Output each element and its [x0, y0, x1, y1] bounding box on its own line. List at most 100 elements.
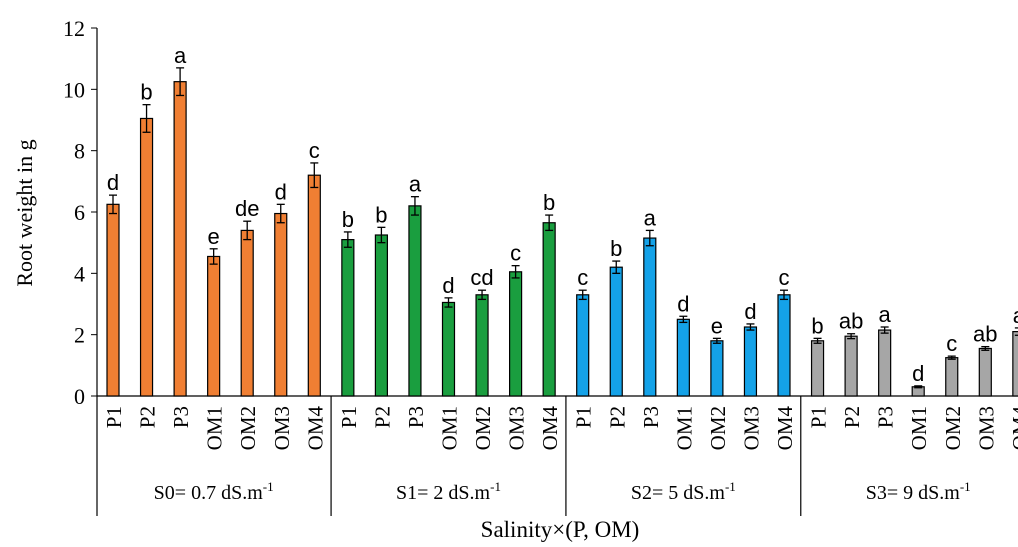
significance-letter: a: [879, 302, 892, 327]
x-tick-label: P2: [136, 406, 160, 428]
significance-letter: a: [644, 205, 657, 230]
significance-letter: c: [577, 265, 588, 290]
y-tick-label: 4: [74, 261, 85, 286]
x-tick-label: OM3: [505, 406, 529, 450]
bar: [810, 340, 825, 397]
x-tick-label: OM1: [438, 406, 462, 450]
x-tick-label: P1: [337, 406, 361, 428]
x-tick-label: OM4: [773, 406, 797, 451]
significance-letter: d: [677, 291, 689, 316]
bar: [945, 357, 959, 397]
x-tick-label: OM2: [471, 406, 495, 450]
bar: [710, 340, 724, 397]
significance-letter: d: [744, 299, 756, 324]
significance-letter: b: [140, 80, 152, 105]
bar: [173, 81, 187, 397]
significance-letter: ab: [839, 309, 863, 334]
significance-letter: a: [1013, 303, 1018, 328]
y-axis-title: Root weight in g: [12, 139, 37, 286]
x-tick-label: P3: [639, 406, 663, 428]
x-tick-label: OM3: [974, 406, 998, 450]
group-label: S0= 0.7 dS.m-1: [154, 479, 274, 504]
x-tick-label: P3: [169, 406, 193, 428]
significance-letter: c: [309, 138, 320, 163]
y-tick-label: 0: [74, 384, 85, 409]
bar: [341, 239, 355, 397]
significance-letter: de: [235, 196, 259, 221]
x-tick-label: OM4: [1008, 406, 1018, 451]
bar: [307, 174, 321, 397]
significance-letter: e: [711, 313, 723, 338]
x-tick-label: OM2: [706, 406, 730, 450]
y-tick-label: 10: [63, 77, 85, 102]
bar: [240, 229, 254, 397]
bar: [844, 335, 858, 397]
bar: [576, 294, 590, 397]
bar: [475, 294, 489, 397]
bar: [374, 234, 388, 397]
significance-letter: e: [208, 224, 220, 249]
significance-letter: a: [174, 43, 187, 68]
significance-letter: d: [442, 273, 454, 298]
x-tick-label: P2: [840, 406, 864, 428]
group-label: S2= 5 dS.m-1: [631, 479, 736, 504]
x-tick-label: P1: [807, 406, 831, 428]
bar: [106, 203, 120, 397]
bar: [676, 318, 690, 397]
significance-letter: ab: [973, 322, 997, 347]
significance-letter: d: [107, 170, 119, 195]
significance-letter: b: [811, 313, 823, 338]
y-tick-label: 2: [74, 323, 85, 348]
bar: [978, 347, 992, 397]
significance-letter: c: [510, 241, 521, 266]
x-axis-tick-labels: P1 P2 P3 OM1 OM2 OM3 OM4 P1 P2 P3 OM1 OM2 OM3 OM4 P1 P2…: [102, 406, 1018, 451]
bar: [609, 266, 623, 397]
group-label: S1= 2 dS.m-1: [396, 479, 501, 504]
x-tick-label: P1: [572, 406, 596, 428]
significance-letter: a: [409, 172, 422, 197]
x-tick-label: OM3: [270, 406, 294, 450]
y-tick-label: 6: [74, 200, 85, 225]
x-tick-label: P1: [102, 406, 126, 428]
bar: [878, 329, 892, 397]
significance-letter: cd: [470, 265, 493, 290]
bar: [509, 271, 523, 397]
y-tick-label: 12: [63, 16, 85, 41]
bar: [777, 294, 791, 397]
group-labels: S0= 0.7 dS.m-1 S1= 2 dS.m-1 S2= 5 dS.m-1 S3…: [154, 479, 971, 504]
bar: [743, 326, 758, 397]
bar: [274, 212, 288, 397]
x-tick-label: OM1: [907, 406, 931, 450]
significance-letter: b: [543, 190, 555, 215]
significance-letter: d: [275, 179, 287, 204]
bar: [1012, 331, 1018, 397]
bar: [441, 301, 456, 397]
bar: [139, 117, 154, 397]
x-tick-label: P3: [404, 406, 428, 428]
bar: [207, 255, 221, 397]
x-tick-label: OM2: [941, 406, 965, 450]
y-axis-ticks: 0 2 4 6 8 10 12: [63, 16, 97, 409]
significance-letter: d: [912, 361, 924, 386]
x-tick-label: OM4: [538, 406, 562, 451]
x-tick-label: OM4: [303, 406, 327, 451]
x-tick-label: P3: [874, 406, 898, 428]
group-label: S3= 9 dS.m-1: [866, 479, 971, 504]
significance-letter: b: [375, 202, 387, 227]
significance-letter: b: [610, 236, 622, 261]
x-tick-label: OM1: [672, 406, 696, 450]
x-tick-label: OM2: [236, 406, 260, 450]
x-axis-title: Salinity×(P, OM): [481, 517, 640, 542]
x-tick-label: P2: [370, 406, 394, 428]
x-tick-label: OM1: [203, 406, 227, 450]
significance-letter: b: [342, 207, 354, 232]
x-tick-label: P2: [605, 406, 629, 428]
bar: [643, 237, 657, 397]
bars: dbaededcbbadcdcbcbadedcbabadcaba: [106, 43, 1018, 397]
significance-letter: c: [946, 331, 957, 356]
bar: [408, 205, 422, 397]
x-tick-label: OM3: [739, 406, 763, 450]
bar: [542, 222, 556, 397]
y-tick-label: 8: [74, 139, 85, 164]
